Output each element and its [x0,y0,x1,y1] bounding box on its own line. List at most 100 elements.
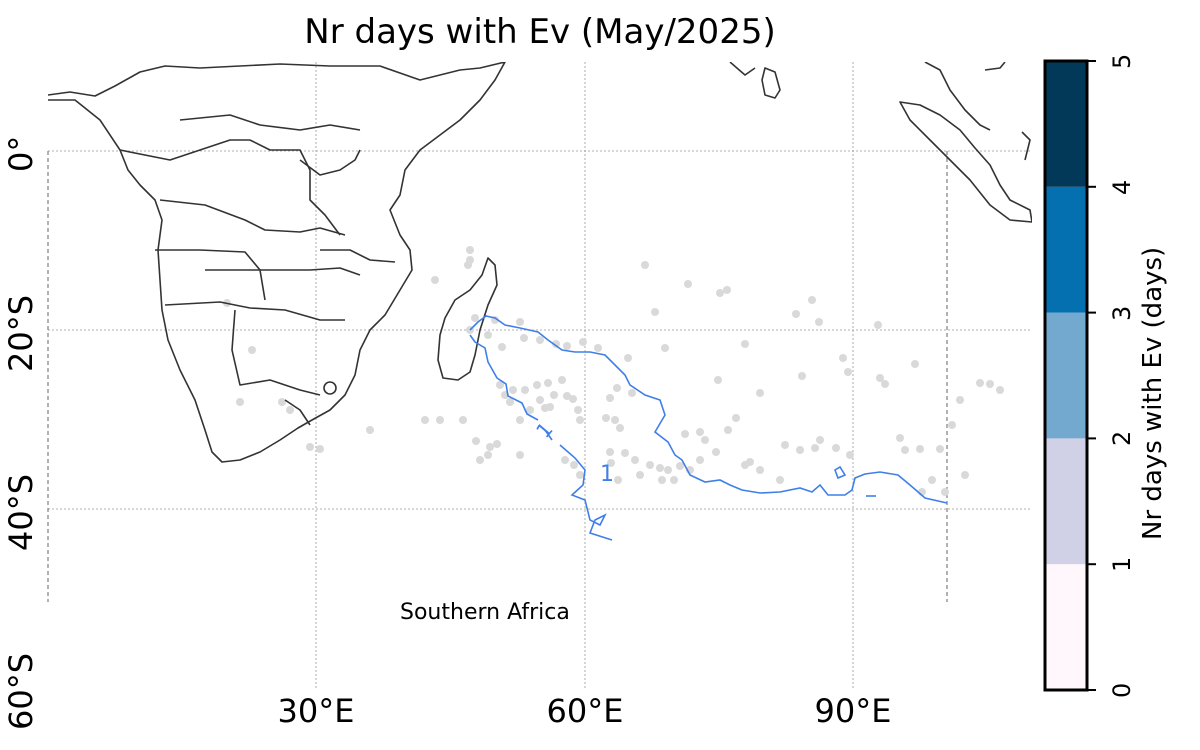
colorbar-tick-4: 4 [1108,179,1136,195]
colorbar-cell-3 [1045,186,1087,313]
station-marker [421,416,429,424]
station-marker [576,416,584,424]
station-marker [816,436,824,444]
colorbar-tick-3: 3 [1108,305,1136,321]
station-marker [661,344,669,352]
station-marker [558,376,566,384]
station-marker [781,441,789,449]
station-marker [498,343,506,351]
station-marker [628,389,636,397]
station-marker [526,406,534,414]
colorbar [1043,59,1096,692]
station-marker [928,476,936,484]
station-marker [839,354,847,362]
station-marker [602,414,610,422]
station-markers [223,246,1004,496]
station-marker [631,456,639,464]
station-marker [574,406,582,414]
station-marker [533,381,541,389]
station-marker [776,476,784,484]
contour-label-1: 1 [600,462,614,487]
station-marker [516,318,524,326]
station-marker [546,403,554,411]
station-marker [948,421,956,429]
station-marker [563,342,571,350]
colorbar-cell-4 [1045,61,1087,187]
station-marker [484,331,492,339]
lon-tick-90e: 90°E [814,692,892,730]
station-marker [606,394,614,402]
colorbar-tick-5: 5 [1108,53,1136,69]
station-marker [714,376,722,384]
station-marker [616,424,624,432]
station-marker [484,451,492,459]
station-marker [306,443,314,451]
station-marker [613,384,621,392]
station-marker [236,398,244,406]
lon-tick-30e: 30°E [277,692,355,730]
station-marker [431,276,439,284]
station-marker [808,296,816,304]
station-marker [874,321,882,329]
station-marker [724,426,732,434]
station-marker [936,445,944,453]
station-marker [611,416,619,424]
lat-tick-20s: 20°S [2,294,40,372]
station-marker [594,344,602,352]
station-marker [561,456,569,464]
station-marker [756,466,764,474]
station-marker [550,391,558,399]
lat-tick-0: 0° [2,135,40,172]
station-marker [464,261,472,269]
lon-tick-60e: 60°E [546,692,624,730]
station-marker [636,471,644,479]
gridlines [48,62,1032,688]
station-marker [569,395,577,403]
station-marker [486,443,494,451]
station-marker [846,451,854,459]
station-marker [732,414,740,422]
station-marker [536,396,544,404]
station-marker [624,354,632,362]
station-marker [614,476,622,484]
station-marker [741,340,749,348]
station-marker [916,445,924,453]
map-title: Nr days with Ev (May/2025) [304,12,776,52]
station-marker [506,398,514,406]
station-marker [472,437,480,445]
station-marker [976,379,984,387]
coastlines [48,62,1032,463]
station-marker [316,445,324,453]
station-marker [646,461,654,469]
station-marker [901,446,909,454]
colorbar-cell-2 [1045,312,1087,439]
station-marker [286,406,294,414]
station-marker [606,448,614,456]
station-marker [493,440,501,448]
station-marker [496,381,504,389]
station-marker [509,386,517,394]
station-marker [961,471,969,479]
station-marker [579,338,587,346]
station-marker [956,396,964,404]
station-marker [676,462,684,470]
station-marker [844,368,852,376]
station-marker [896,434,904,442]
station-marker [792,310,800,318]
station-marker [641,261,649,269]
station-marker [521,386,529,394]
station-marker [664,466,672,474]
station-marker [723,286,731,294]
lat-tick-40s: 40°S [2,473,40,551]
station-marker [701,436,709,444]
station-marker [796,446,804,454]
station-marker [471,314,479,322]
station-marker [466,246,474,254]
station-marker [876,374,884,382]
colorbar-tick-1: 1 [1108,556,1136,573]
station-marker [576,471,584,479]
station-marker [570,461,578,469]
station-marker [815,318,823,326]
station-marker [658,476,666,484]
